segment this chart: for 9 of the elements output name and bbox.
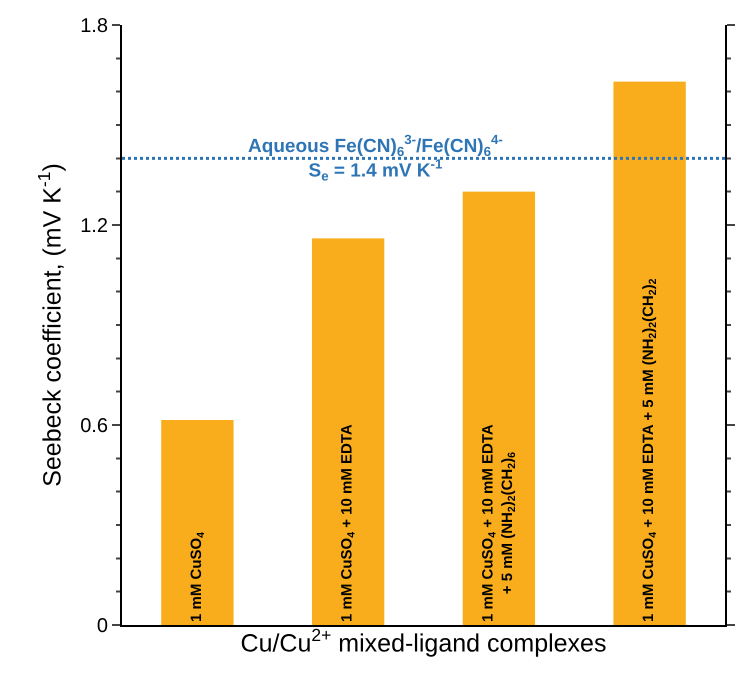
bar — [613, 82, 686, 625]
y-tick-label: 1.8 — [80, 15, 108, 37]
bar — [462, 192, 536, 625]
y-tick-label: 0.6 — [80, 415, 108, 437]
bar — [312, 238, 384, 625]
y-tick-label: 1.2 — [80, 215, 108, 237]
y-tick-label: 0 — [96, 615, 108, 637]
bar — [161, 420, 234, 625]
x-axis-title: Cu/Cu$^{2+}$ mixed-ligand complexes — [240, 625, 606, 658]
